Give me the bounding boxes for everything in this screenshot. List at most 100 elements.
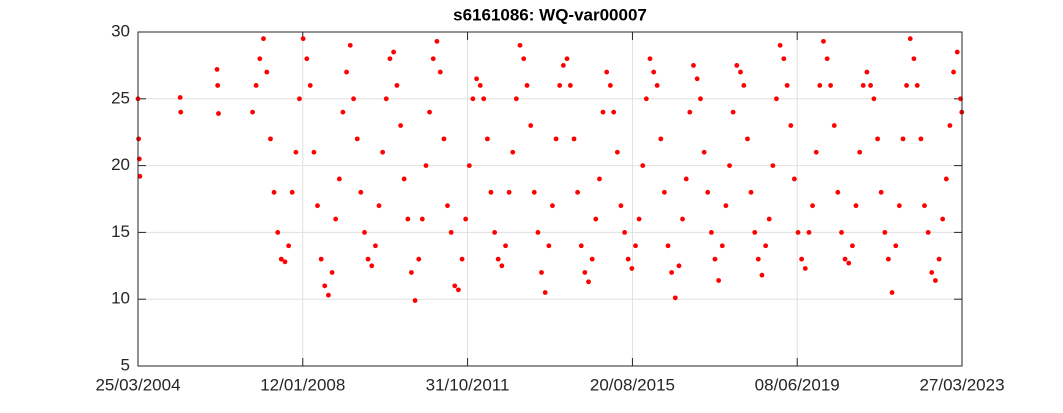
data-point — [492, 230, 498, 235]
data-point — [333, 216, 339, 222]
data-point — [607, 83, 613, 88]
data-point — [445, 203, 450, 209]
data-point — [878, 189, 884, 195]
data-point — [401, 176, 407, 182]
y-tick-label: 30 — [111, 21, 130, 40]
data-point — [929, 270, 935, 275]
data-point — [326, 292, 331, 298]
data-point — [593, 216, 599, 222]
data-point — [380, 149, 386, 155]
data-point — [676, 263, 682, 269]
data-point — [137, 173, 143, 179]
data-point — [470, 96, 476, 102]
data-point — [405, 216, 411, 222]
data-point — [412, 298, 418, 303]
data-point — [387, 56, 393, 62]
data-point — [766, 216, 772, 222]
data-point — [307, 83, 313, 88]
data-point — [799, 256, 805, 262]
data-point — [918, 136, 924, 142]
data-point — [719, 243, 725, 249]
data-point — [871, 96, 877, 102]
data-point — [629, 266, 635, 271]
data-point — [575, 189, 581, 195]
data-point — [734, 63, 740, 68]
data-point — [701, 149, 707, 155]
data-point — [705, 189, 711, 195]
data-point — [416, 256, 422, 262]
data-point — [564, 56, 570, 62]
data-point — [531, 189, 537, 195]
data-point — [622, 230, 628, 235]
data-point — [419, 216, 425, 222]
data-point — [907, 36, 913, 42]
data-point — [741, 83, 747, 88]
data-point — [777, 42, 783, 48]
data-point — [282, 259, 288, 265]
data-point — [752, 230, 758, 235]
data-point — [177, 95, 183, 100]
data-point — [828, 83, 833, 88]
data-point — [293, 149, 299, 155]
data-point — [810, 203, 815, 209]
data-point — [383, 96, 389, 102]
data-point — [524, 83, 530, 88]
data-point — [365, 256, 371, 262]
data-point — [943, 176, 949, 182]
data-point — [795, 230, 801, 235]
data-point — [658, 136, 664, 142]
data-point — [914, 83, 920, 88]
data-point — [936, 256, 942, 262]
plot-area — [138, 32, 962, 366]
data-point — [477, 83, 483, 88]
data-point — [434, 38, 440, 44]
data-point — [691, 63, 696, 68]
data-point — [340, 109, 346, 115]
data-point — [954, 49, 960, 55]
data-point — [618, 203, 624, 209]
data-point — [755, 256, 761, 262]
data-point — [567, 83, 573, 88]
data-point — [661, 189, 667, 195]
data-point — [459, 256, 465, 262]
data-point — [824, 56, 830, 62]
data-point — [329, 270, 335, 275]
data-point — [452, 283, 458, 289]
data-point — [278, 256, 284, 262]
data-point — [625, 256, 631, 262]
data-point — [604, 69, 610, 75]
data-point — [770, 163, 776, 169]
data-point — [286, 243, 292, 249]
data-point — [488, 189, 494, 195]
data-point — [517, 42, 523, 48]
data-point — [875, 136, 880, 142]
data-point — [860, 83, 866, 88]
data-point — [647, 56, 653, 62]
data-point — [268, 136, 273, 142]
data-point — [911, 56, 917, 62]
data-point — [216, 111, 221, 116]
data-point — [484, 136, 490, 142]
data-point — [723, 203, 729, 209]
data-point — [614, 149, 620, 155]
data-point — [546, 243, 552, 249]
data-point — [553, 136, 559, 142]
data-point — [503, 243, 508, 249]
chart-title: s6161086: WQ-var00007 — [453, 5, 647, 24]
data-point — [586, 279, 591, 285]
data-point — [362, 230, 367, 235]
data-point — [672, 295, 678, 301]
data-point — [437, 69, 443, 75]
data-point — [347, 42, 353, 48]
data-point — [759, 272, 765, 278]
data-point — [669, 270, 675, 275]
data-point — [600, 109, 606, 115]
data-point — [275, 230, 281, 235]
x-tick-label: 08/06/2019 — [755, 375, 840, 394]
data-point — [409, 270, 414, 275]
data-point — [322, 283, 328, 289]
data-point — [448, 230, 454, 235]
data-point — [951, 69, 956, 75]
data-point — [636, 216, 642, 222]
data-point — [456, 287, 461, 293]
